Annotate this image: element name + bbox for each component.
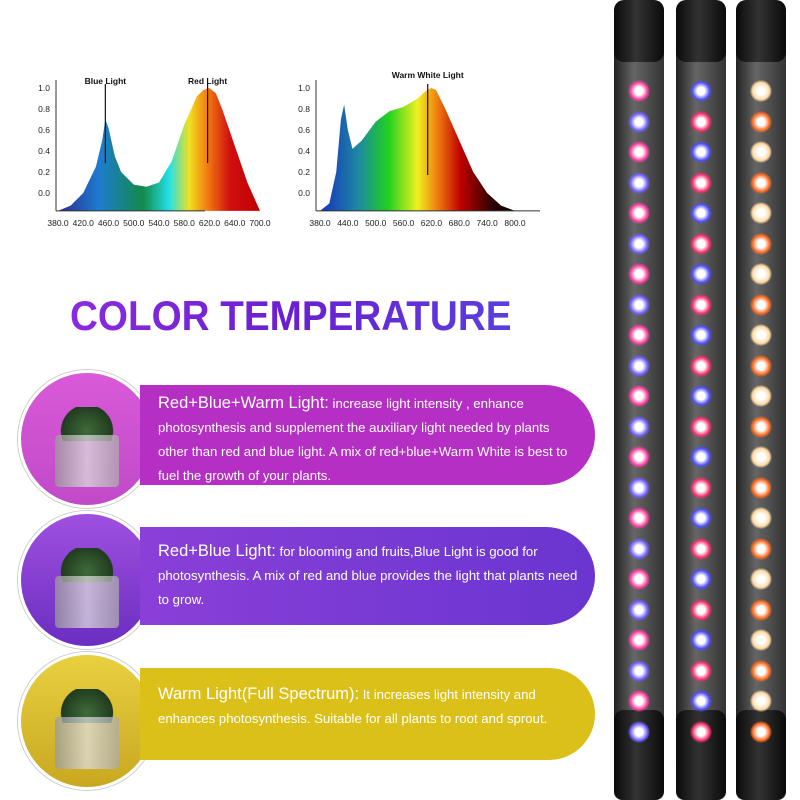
x-tick-label: 580.0 (174, 218, 196, 228)
x-tick-label: 540.0 (148, 218, 170, 228)
card-heading: Red+Blue+Warm Light: (158, 394, 329, 412)
x-tick-label: 620.0 (421, 218, 443, 228)
x-tick-label: 560.0 (393, 218, 415, 228)
x-tick-label: 440.0 (337, 218, 359, 228)
x-tick-label: 700.0 (249, 218, 271, 228)
y-tick-label: 0.0 (298, 188, 310, 198)
y-tick-label: 0.2 (298, 167, 310, 177)
x-tick-label: 500.0 (123, 218, 145, 228)
x-tick-label: 380.0 (47, 218, 69, 228)
x-tick-label: 380.0 (309, 218, 331, 228)
y-tick-label: 1.0 (38, 83, 50, 93)
y-tick-label: 0.4 (298, 146, 310, 156)
plant-photo-red-blue-warm (18, 370, 156, 508)
lamp-tube-red-blue-warm (614, 0, 664, 800)
y-tick-label: 0.0 (38, 188, 50, 198)
x-tick-label: 640.0 (224, 218, 246, 228)
x-tick-label: 740.0 (477, 218, 499, 228)
spectrum-area (58, 88, 260, 211)
x-tick-label: 420.0 (73, 218, 95, 228)
x-tick-label: 800.0 (504, 218, 526, 228)
x-tick-label: 620.0 (199, 218, 221, 228)
annotation-label: Red Light (188, 76, 227, 86)
page-title: COLOR TEMPERATURE (70, 292, 512, 339)
card-heading: Red+Blue Light: (158, 542, 276, 560)
y-tick-label: 0.6 (298, 125, 310, 135)
card-red-blue: Red+Blue Light: for blooming and fruits,… (140, 527, 595, 625)
card-red-blue-warm: Red+Blue+Warm Light: increase light inte… (140, 385, 595, 485)
lamp-tube-warm (736, 0, 786, 800)
y-tick-label: 0.4 (38, 146, 50, 156)
annotation-label: Blue Light (85, 76, 127, 86)
annotation-label: Warm White Light (392, 70, 464, 80)
y-tick-label: 0.8 (38, 104, 50, 114)
y-tick-label: 0.2 (38, 167, 50, 177)
card-body: It increases light intensity and enhance… (158, 687, 548, 726)
x-tick-label: 680.0 (449, 218, 471, 228)
card-heading: Warm Light(Full Spectrum): (158, 685, 360, 703)
plant-photo-warm (18, 652, 156, 790)
y-tick-label: 0.6 (38, 125, 50, 135)
card-warm: Warm Light(Full Spectrum): It increases … (140, 668, 595, 760)
card-body: increase light intensity , enhance photo… (158, 396, 568, 483)
card-body: for blooming and fruits,Blue Light is go… (158, 544, 578, 607)
plant-photo-red-blue (18, 511, 156, 649)
y-tick-label: 0.8 (298, 104, 310, 114)
x-tick-label: 460.0 (98, 218, 120, 228)
y-tick-label: 1.0 (298, 83, 310, 93)
x-tick-label: 500.0 (365, 218, 387, 228)
spectrum-area (320, 88, 515, 211)
lamp-tube-red-blue (676, 0, 726, 800)
